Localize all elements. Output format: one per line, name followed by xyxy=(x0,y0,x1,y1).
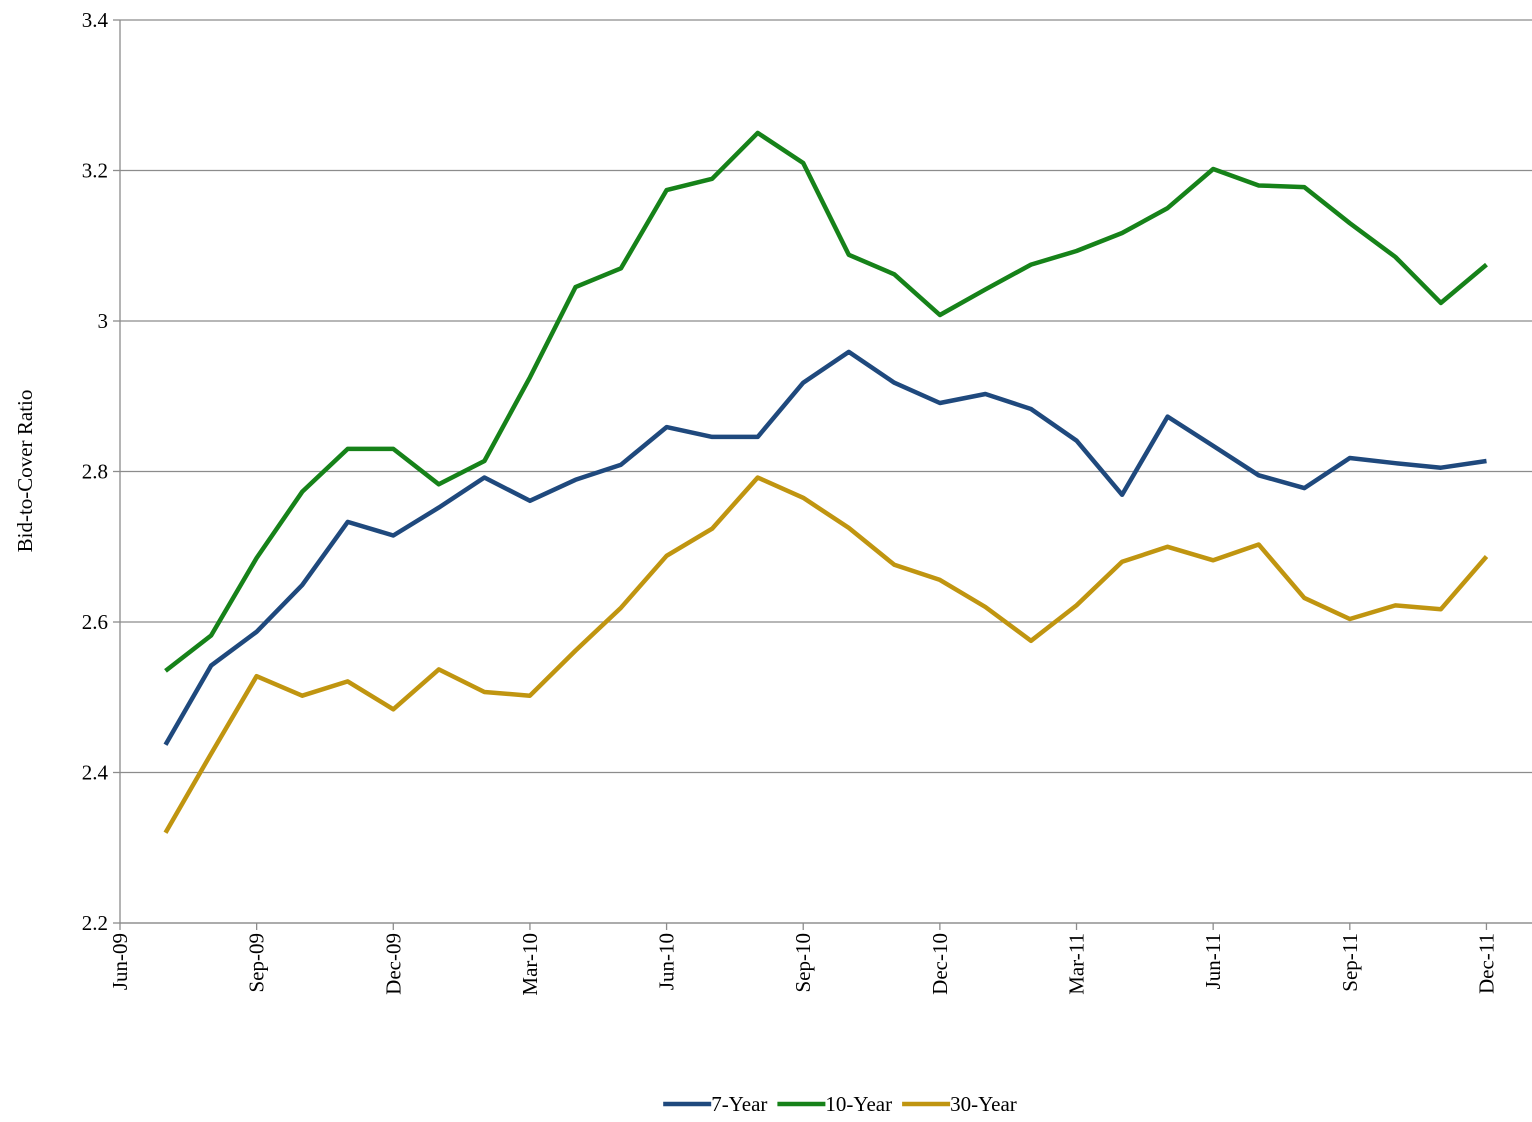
y-axis-label: Bid-to-Cover Ratio xyxy=(13,390,37,553)
x-tick-label: Dec-10 xyxy=(928,933,952,995)
y-tick-label: 2.2 xyxy=(82,911,108,935)
line-series xyxy=(163,349,1487,746)
x-tick-label: Mar-11 xyxy=(1065,933,1089,995)
y-tick-label: 2.6 xyxy=(82,610,108,634)
x-tick-label: Sep-09 xyxy=(245,933,269,993)
legend: 7-Year 10-Year 30-Year xyxy=(663,1092,1017,1116)
x-tick-label: Dec-09 xyxy=(381,933,405,995)
x-tick-label: Jun-11 xyxy=(1201,933,1225,989)
legend-label: 10-Year xyxy=(825,1092,892,1116)
y-tick-label: 3 xyxy=(98,309,109,333)
x-tick-label: Sep-11 xyxy=(1338,933,1362,992)
line-series xyxy=(164,130,1488,673)
line-series xyxy=(163,475,1489,834)
legend-label: 7-Year xyxy=(711,1092,767,1116)
legend-label: 30-Year xyxy=(950,1092,1017,1116)
x-tick-label: Mar-10 xyxy=(518,933,542,996)
y-tick-label: 2.4 xyxy=(82,761,109,785)
x-tick-label: Dec-11 xyxy=(1474,933,1498,994)
y-tick-label: 2.8 xyxy=(82,460,108,484)
x-tick-label: Sep-10 xyxy=(791,933,815,993)
x-tick-label: Jun-09 xyxy=(108,933,132,990)
x-tick-label: Jun-10 xyxy=(655,933,679,990)
y-tick-label: 3.2 xyxy=(82,159,108,183)
y-tick-label: 3.4 xyxy=(82,8,109,32)
